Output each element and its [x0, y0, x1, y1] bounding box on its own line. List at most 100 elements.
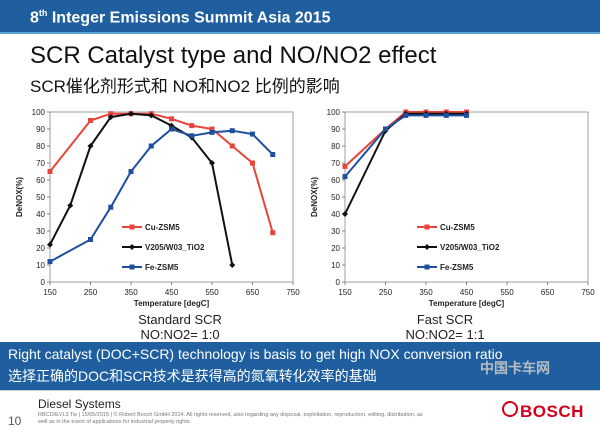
data-point: [250, 160, 255, 166]
bosch-armature-icon: [502, 401, 518, 417]
data-point: [383, 126, 388, 132]
data-point: [250, 131, 255, 137]
data-point: [270, 152, 276, 157]
data-point: [128, 110, 134, 117]
data-point: [403, 112, 409, 118]
y-tick-label: 40: [36, 210, 45, 219]
data-point: [342, 163, 348, 169]
data-point: [229, 143, 235, 149]
slide-title: SCR Catalyst type and NO/NO2 effect: [30, 42, 437, 69]
x-tick-label: 450: [165, 288, 179, 297]
y-tick-label: 70: [36, 159, 45, 168]
header-bar: 8th Integer Emissions Summit Asia 2015: [0, 0, 600, 34]
data-point: [443, 112, 449, 118]
data-point: [169, 116, 174, 122]
page-number: 10: [8, 414, 22, 428]
legend-marker: [129, 264, 135, 270]
series-line-v205-w03-tio2: [49, 112, 234, 266]
banner-english: Right catalyst (DOC+SCR) technology is b…: [8, 346, 503, 362]
x-tick-label: 550: [500, 288, 514, 297]
x-tick-label: 650: [246, 288, 260, 297]
chart1-caption: Standard SCR: [138, 312, 222, 327]
y-tick-label: 90: [36, 125, 45, 134]
footer-legal: RBCD/EVL3 Tw | 15/05/2015 | © Robert Bos…: [38, 412, 423, 425]
y-tick-label: 20: [36, 244, 45, 253]
data-point: [148, 143, 154, 149]
data-point: [47, 259, 53, 265]
x-tick-label: 150: [43, 288, 57, 297]
x-tick-label: 550: [205, 288, 219, 297]
x-tick-label: 350: [419, 288, 433, 297]
data-point: [464, 112, 469, 118]
data-point: [209, 126, 215, 132]
y-tick-label: 30: [36, 227, 45, 236]
y-tick-label: 80: [331, 142, 340, 151]
data-point: [189, 123, 195, 129]
y-tick-label: 10: [36, 261, 45, 270]
x-tick-label: 350: [124, 288, 138, 297]
legend-label: V205/W03_TiO2: [440, 243, 500, 252]
legend-label: Cu-ZSM5: [440, 223, 475, 232]
y-tick-label: 60: [331, 176, 340, 185]
x-tick-label: 650: [541, 288, 555, 297]
series-line-fe-zsm5: [49, 127, 274, 263]
banner-chinese: 选择正确的DOC和SCR技术是获得高的氮氧转化效率的基础: [8, 368, 377, 384]
data-point: [342, 211, 348, 217]
series-line-cu-zsm5: [344, 111, 467, 168]
y-tick-label: 0: [41, 278, 46, 287]
data-point: [88, 118, 93, 123]
legend-label: Fe-ZSM5: [440, 263, 474, 272]
conclusion-banner: Right catalyst (DOC+SCR) technology is b…: [0, 342, 600, 390]
legend-marker: [424, 244, 430, 250]
data-point: [229, 262, 236, 268]
data-point: [342, 174, 348, 180]
y-tick-label: 100: [32, 108, 46, 117]
y-tick-label: 50: [36, 193, 45, 202]
chart-2: 0 10 20 30 40 50 60 70 80 90 100 150 250 350 450 550 650…: [310, 108, 595, 308]
data-point: [189, 133, 195, 139]
chart-1: 0 10 20 30 40 50 60 70 80 90 100 150 250 350 450 550 650…: [15, 108, 300, 308]
data-point: [87, 143, 94, 149]
data-point: [108, 204, 114, 210]
chart2-caption: Fast SCR: [416, 312, 474, 327]
header-title-rest: Integer Emissions Summit Asia 2015: [47, 9, 331, 27]
y-tick-label: 90: [331, 125, 340, 134]
chart1-ratio: NO:NO2= 1:0: [140, 327, 220, 342]
data-point: [209, 160, 215, 166]
y-tick-label: 20: [331, 244, 340, 253]
y-tick-label: 10: [331, 261, 340, 270]
data-point: [67, 202, 74, 209]
data-point: [423, 112, 429, 118]
x-tick-label: 750: [581, 288, 595, 297]
data-point: [108, 111, 114, 117]
x-axis-label: Temperature [degC]: [134, 299, 210, 308]
y-axis-label: DeNOX(%): [310, 177, 319, 217]
x-axis-label: Temperature [degC]: [429, 299, 505, 308]
watermark-text: 中国卡车网: [480, 360, 550, 376]
y-tick-label: 50: [331, 193, 340, 202]
data-point: [88, 237, 93, 242]
data-point: [229, 128, 235, 134]
y-tick-label: 70: [331, 159, 340, 168]
x-tick-label: 750: [286, 288, 300, 297]
data-point: [128, 169, 134, 174]
data-point: [47, 169, 53, 174]
footer-division: Diesel Systems: [38, 397, 121, 411]
x-tick-label: 150: [338, 288, 352, 297]
x-tick-label: 450: [460, 288, 474, 297]
legend-label: Fe-ZSM5: [145, 263, 179, 272]
data-point: [209, 129, 215, 135]
footer: 10 Diesel Systems RBCD/EVL3 Tw | 15/05/2…: [0, 390, 600, 436]
legend-marker: [129, 224, 135, 230]
y-tick-label: 40: [331, 210, 340, 219]
header-title: 8th Integer Emissions Summit Asia 2015: [30, 8, 330, 27]
legend-label: Cu-ZSM5: [145, 223, 180, 232]
legend-label: V205/W03_TiO2: [145, 243, 205, 252]
data-point: [107, 114, 114, 121]
data-point: [148, 112, 155, 119]
bosch-logo: BOSCH: [520, 402, 584, 421]
y-tick-label: 100: [327, 108, 341, 117]
y-tick-label: 30: [331, 227, 340, 236]
